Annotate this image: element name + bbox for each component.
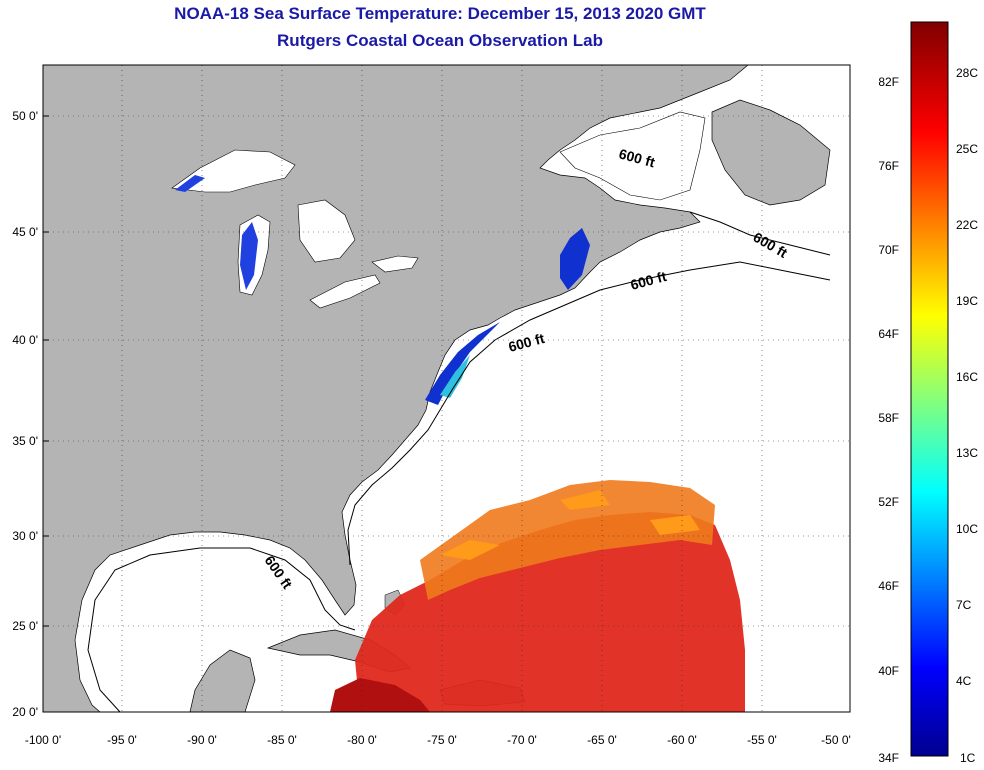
colorbar-c-label: 7C xyxy=(956,598,972,612)
colorbar-f-label: 58F xyxy=(878,411,899,425)
lon-label: -75 0' xyxy=(427,733,457,747)
land-newfoundland xyxy=(711,99,831,206)
gulf-st-lawrence xyxy=(559,111,706,201)
lake-ontario xyxy=(371,255,419,273)
lat-label: 20 0' xyxy=(12,705,38,719)
colorbar-c-label: 4C xyxy=(956,674,972,688)
sst-cold-superior xyxy=(175,175,205,192)
lake-superior xyxy=(171,149,296,193)
colorbar-f-label: 46F xyxy=(878,579,899,593)
lat-label: 35 0' xyxy=(12,434,38,448)
lon-label: -85 0' xyxy=(267,733,297,747)
lon-label: -60 0' xyxy=(667,733,697,747)
lon-label: -65 0' xyxy=(587,733,617,747)
colorbar: 82F 76F 70F 64F 58F 52F 46F 40F 34F 28C … xyxy=(878,21,978,765)
colorbar-f-label: 76F xyxy=(878,159,899,173)
sst-warm-spots xyxy=(440,490,700,560)
sst-cold-michigan xyxy=(240,222,258,290)
colorbar-c-label: 10C xyxy=(956,522,978,536)
sst-cold-gulf-maine xyxy=(560,228,590,290)
land-north-america xyxy=(43,65,749,712)
lat-label: 25 0' xyxy=(12,619,38,633)
map-subtitle: Rutgers Coastal Ocean Observation Lab xyxy=(277,31,603,50)
colorbar-c-label: 13C xyxy=(956,446,978,460)
colorbar-f-label: 40F xyxy=(878,664,899,678)
sst-warm-region xyxy=(355,512,745,712)
colorbar-f-label: 64F xyxy=(878,327,899,341)
lat-axis: 50 0' 45 0' 40 0' 35 0' 30 0' 25 0' 20 0… xyxy=(12,109,49,719)
lake-erie xyxy=(309,274,381,309)
colorbar-f-label: 52F xyxy=(878,495,899,509)
lake-huron xyxy=(297,199,356,263)
lat-label: 40 0' xyxy=(12,333,38,347)
colorbar-c-label: 1C xyxy=(960,751,976,765)
lat-label: 50 0' xyxy=(12,109,38,123)
colorbar-c-label: 16C xyxy=(956,370,978,384)
map-title: NOAA-18 Sea Surface Temperature: Decembe… xyxy=(174,4,706,23)
sst-cold-coastal xyxy=(425,322,500,405)
map-frame xyxy=(42,64,851,713)
isobath-600ft xyxy=(87,211,831,713)
colorbar-f-label: 82F xyxy=(878,75,899,89)
lat-label: 45 0' xyxy=(12,225,38,239)
land-yucatan xyxy=(189,649,256,712)
sst-mid-region xyxy=(420,480,715,600)
lon-label: -95 0' xyxy=(107,733,137,747)
colorbar-c-label: 25C xyxy=(956,142,978,156)
lon-label: -100 0' xyxy=(25,733,61,747)
lon-label: -70 0' xyxy=(507,733,537,747)
lat-label: 30 0' xyxy=(12,529,38,543)
sst-cool-shelf xyxy=(440,355,470,398)
lon-label: -90 0' xyxy=(187,733,217,747)
lon-label: -50 0' xyxy=(821,733,851,747)
lon-label: -80 0' xyxy=(347,733,377,747)
colorbar-c-label: 22C xyxy=(956,218,978,232)
colorbar-c-label: 19C xyxy=(956,294,978,308)
sst-dark-caribbean xyxy=(330,678,430,712)
colorbar-f-label: 70F xyxy=(878,243,899,257)
colorbar-gradient xyxy=(910,21,949,757)
colorbar-f-label: 34F xyxy=(878,751,899,765)
lon-axis: -100 0' -95 0' -90 0' -85 0' -80 0' -75 … xyxy=(25,733,851,747)
colorbar-c-label: 28C xyxy=(956,66,978,80)
lon-label: -55 0' xyxy=(747,733,777,747)
